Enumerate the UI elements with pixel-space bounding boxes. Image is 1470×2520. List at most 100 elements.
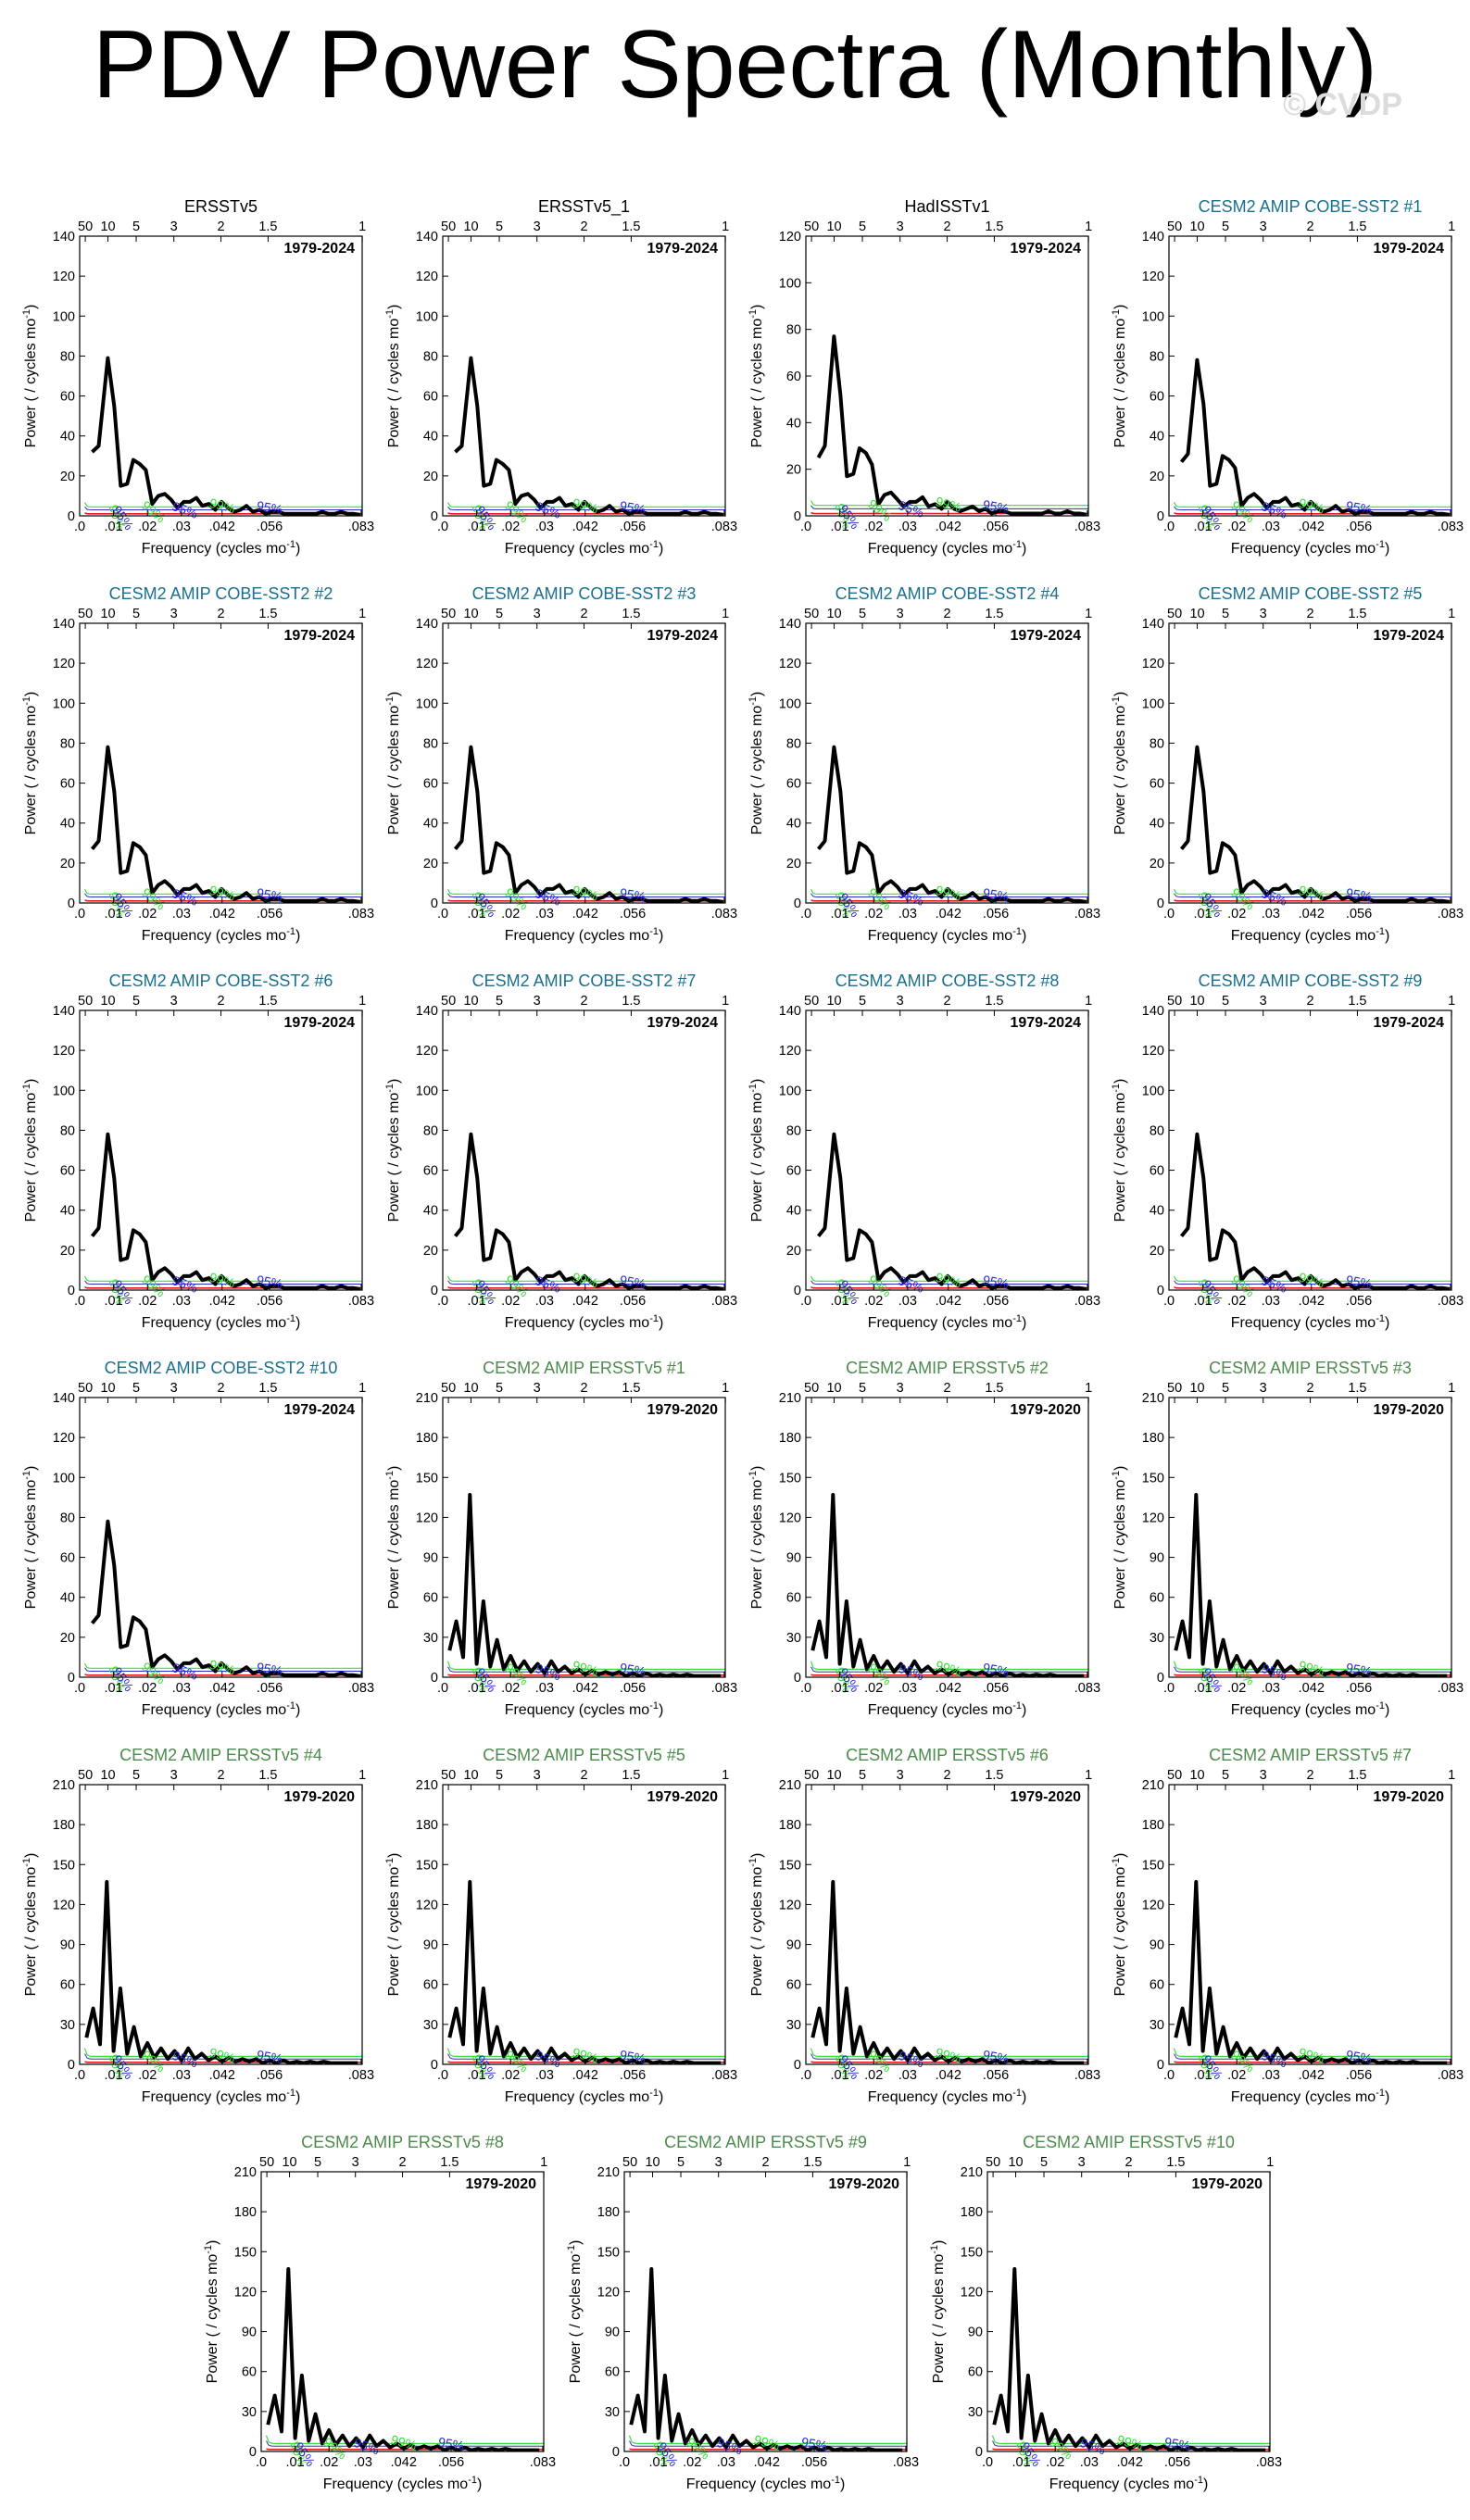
x-tick-label: .0 (1163, 1681, 1175, 1696)
x-tick-label: .056 (983, 1294, 1009, 1309)
conf-95-label: 95% (619, 1660, 647, 1679)
top-tick-label: 1.5 (622, 607, 640, 621)
y-tick-label: 180 (416, 1818, 438, 1833)
x-tick-label: .01 (468, 520, 486, 534)
top-tick-label: 1 (358, 1768, 366, 1783)
panel-title: CESM2 AMIP COBE-SST2 #3 (472, 584, 697, 603)
x-tick-label: .02 (864, 520, 883, 534)
x-tick-label: .083 (711, 907, 737, 921)
top-tick-label: 5 (496, 219, 503, 234)
conf-95-label: 95% (897, 1661, 926, 1684)
y-tick-label: 120 (53, 1898, 75, 1912)
top-tick-label: 1 (540, 2155, 547, 2170)
spectrum-line (447, 1493, 722, 1677)
x-tick-label: .056 (983, 520, 1009, 534)
y-axis-label: Power ( / cycles mo-1) (1111, 1079, 1128, 1222)
x-tick-label: .083 (348, 2068, 374, 2083)
panel-title: CESM2 AMIP COBE-SST2 #7 (472, 972, 697, 990)
y-tick-label: 120 (1142, 1898, 1164, 1912)
top-tick-label: 2 (1307, 219, 1314, 234)
panel-title: CESM2 AMIP COBE-SST2 #1 (1199, 197, 1423, 216)
conf-99-label: 99% (207, 2045, 236, 2066)
y-tick-label: 40 (60, 1204, 75, 1219)
x-tick-label: .01 (1194, 907, 1212, 921)
x-tick-label: .042 (572, 1681, 598, 1696)
x-tick-label: .01 (286, 2455, 305, 2470)
y-tick-label: 90 (423, 1551, 438, 1566)
y-tick-label: 120 (779, 1898, 801, 1912)
y-tick-label: 30 (423, 1631, 438, 1646)
conf-95-label: 95% (437, 2434, 465, 2453)
conf-95-line (447, 893, 725, 897)
x-tick-label: .03 (1262, 1681, 1280, 1696)
y-tick-label: 120 (416, 270, 438, 284)
conf-95-line (810, 893, 1088, 897)
chart-panel: 99%95% 99% 95% 99% 95%.0.01.02.03.042.056.08… (1111, 584, 1464, 944)
panel-title: CESM2 AMIP ERSSTv5 #1 (483, 1359, 685, 1377)
y-tick-label: 60 (786, 777, 801, 792)
conf-95-line (1174, 893, 1451, 897)
y-tick-label: 120 (53, 657, 75, 671)
top-tick-label: 1 (722, 219, 729, 234)
x-tick-label: .01 (105, 1294, 123, 1309)
x-axis-label: Frequency (cycles mo-1) (1231, 539, 1390, 557)
x-tick-label: .03 (1262, 520, 1280, 534)
y-tick-label: 100 (779, 696, 801, 711)
x-tick-label: .0 (74, 520, 85, 534)
y-tick-label: 100 (53, 1471, 75, 1486)
page-title: PDV Power Spectra (Monthly) (92, 11, 1378, 119)
chart-panel: 99%95% 99% 95% 99% 95%.0.01.02.03.042.056.08… (203, 2133, 556, 2492)
period-label: 1979-2020 (828, 2176, 899, 2192)
top-tick-label: 50 (78, 219, 93, 234)
x-tick-label: .083 (1438, 1294, 1464, 1309)
top-tick-label: 10 (463, 1768, 478, 1783)
period-label: 1979-2020 (647, 1402, 718, 1418)
x-tick-label: .03 (535, 2068, 554, 2083)
y-tick-label: 60 (968, 2365, 983, 2380)
panel-title: CESM2 AMIP COBE-SST2 #5 (1199, 584, 1423, 603)
x-tick-label: .056 (257, 2068, 283, 2083)
spectrum-line (453, 1132, 724, 1290)
x-tick-label: .01 (831, 2068, 849, 2083)
top-tick-label: 1 (1085, 1381, 1092, 1396)
y-tick-label: 140 (779, 617, 801, 632)
top-tick-label: 2 (1307, 994, 1314, 1009)
top-tick-label: 1.5 (985, 1768, 1003, 1783)
conf-95-label: 95% (1345, 1273, 1373, 1292)
y-tick-label: 120 (779, 1511, 801, 1525)
top-tick-label: 50 (804, 1768, 819, 1783)
x-tick-label: .042 (209, 907, 235, 921)
y-tick-label: 80 (786, 736, 801, 751)
chart-panel: 99%95% 99% 95% 99% 95%.0.01.02.03.042.056.08… (748, 584, 1100, 944)
x-tick-label: .01 (468, 907, 486, 921)
y-tick-label: 140 (53, 1004, 75, 1019)
y-tick-label: 100 (53, 696, 75, 711)
conf-99-label: 99% (207, 1270, 236, 1291)
y-tick-label: 90 (968, 2326, 983, 2340)
y-tick-label: 120 (597, 2285, 620, 2300)
top-tick-label: 2 (581, 219, 588, 234)
y-tick-label: 150 (416, 1858, 438, 1873)
x-tick-label: .0 (256, 2455, 267, 2470)
y-tick-label: 210 (597, 2165, 620, 2180)
y-tick-label: 30 (423, 2018, 438, 2033)
y-tick-label: 140 (53, 1391, 75, 1406)
conf-95-label: 95% (170, 498, 200, 521)
x-tick-label: .0 (437, 1294, 448, 1309)
conf-95-line (84, 893, 362, 897)
top-tick-label: 3 (897, 607, 904, 621)
conf-95-label: 95% (1078, 2435, 1108, 2458)
top-tick-label: 3 (1260, 994, 1267, 1009)
top-tick-label: 2 (399, 2155, 407, 2170)
y-tick-label: 150 (779, 1858, 801, 1873)
x-tick-label: .03 (172, 2068, 191, 2083)
y-tick-label: 40 (423, 817, 438, 832)
y-tick-label: 40 (60, 430, 75, 445)
x-tick-label: .03 (898, 1681, 917, 1696)
chart-panel: 99%95% 99% 95% 99% 95%.0.01.02.03.042.056.08… (21, 1359, 374, 1718)
x-tick-label: .0 (800, 1681, 811, 1696)
conf-95-label: 95% (800, 2434, 828, 2453)
conf-95-label: 95% (534, 885, 563, 909)
top-tick-label: 10 (826, 1381, 841, 1396)
period-label: 1979-2024 (647, 241, 718, 257)
